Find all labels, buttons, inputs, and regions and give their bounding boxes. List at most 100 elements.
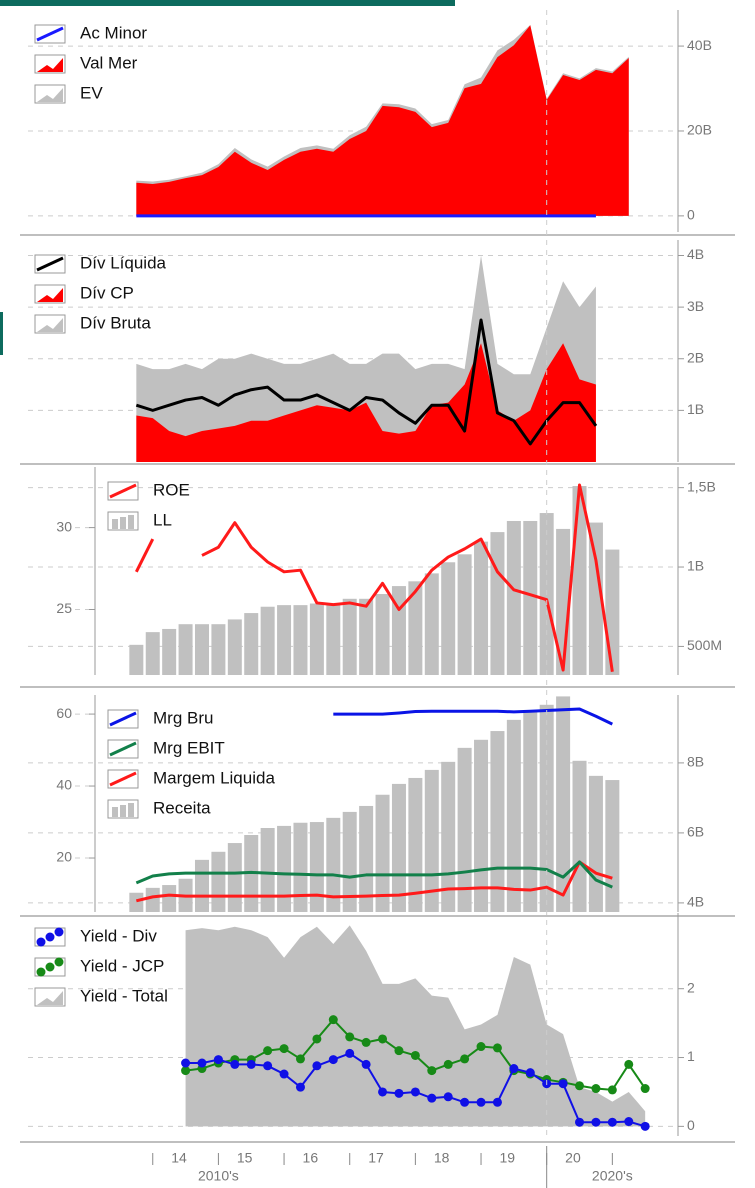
legend-icon <box>45 962 55 972</box>
bar <box>605 780 620 912</box>
bar <box>391 783 406 912</box>
y2-tick-label: 1 <box>687 1048 695 1064</box>
bar <box>260 606 275 675</box>
dot <box>591 1084 601 1094</box>
bar <box>211 624 226 675</box>
x-tick-label: 15 <box>237 1150 253 1166</box>
legend-label: Yield - Total <box>80 986 168 1005</box>
dot <box>328 1015 338 1025</box>
bar <box>342 811 357 912</box>
bar <box>293 822 308 912</box>
bar <box>326 605 341 675</box>
bar <box>342 598 357 675</box>
line <box>201 483 614 672</box>
legend-icon <box>54 927 64 937</box>
legend-icon <box>36 937 46 947</box>
y2-tick-label: 4B <box>687 246 704 262</box>
bar <box>178 624 193 675</box>
dot <box>640 1121 650 1131</box>
dot <box>246 1059 256 1069</box>
x-tick-label: 18 <box>434 1150 450 1166</box>
dot <box>394 1088 404 1098</box>
y2-tick-label: 500M <box>687 637 722 653</box>
y2-tick-label: 1B <box>687 558 704 574</box>
bar <box>162 628 177 675</box>
bar <box>359 805 374 912</box>
dot <box>607 1085 617 1095</box>
bar <box>474 541 489 675</box>
bar <box>293 605 308 675</box>
bar <box>359 598 374 675</box>
y2-tick-label: 8B <box>687 754 704 770</box>
bar <box>539 704 554 912</box>
dot <box>427 1093 437 1103</box>
dot <box>230 1059 240 1069</box>
dot <box>607 1117 617 1127</box>
legend-icon <box>37 991 63 1005</box>
x-tick-label: 20 <box>565 1150 581 1166</box>
bar <box>145 632 160 675</box>
dot <box>279 1044 289 1054</box>
bar <box>309 822 324 912</box>
dot <box>394 1046 404 1056</box>
bar <box>572 760 587 912</box>
dot <box>328 1055 338 1065</box>
legend-icon <box>109 711 137 727</box>
dot <box>525 1068 535 1078</box>
side-marker <box>0 312 3 355</box>
legend-icon <box>120 805 126 817</box>
legend-label: Ac Minor <box>80 23 147 42</box>
bar <box>227 619 242 675</box>
bar <box>408 581 423 675</box>
legend-label: Mrg EBIT <box>153 738 225 757</box>
y2-tick-label: 6B <box>687 824 704 840</box>
dot <box>591 1117 601 1127</box>
legend-label: EV <box>80 83 103 102</box>
y2-tick-label: 2B <box>687 349 704 365</box>
legend-label: Receita <box>153 798 211 817</box>
dot <box>263 1061 273 1071</box>
bar <box>506 719 521 912</box>
dot <box>361 1059 371 1069</box>
dot <box>378 1034 388 1044</box>
legend-icon <box>112 519 118 529</box>
bar <box>523 520 538 675</box>
legend-label: Dív Bruta <box>80 313 151 332</box>
legend-icon <box>54 957 64 967</box>
bar <box>277 605 292 675</box>
bar <box>194 859 209 912</box>
bar <box>457 554 472 675</box>
dot <box>575 1081 585 1091</box>
bar <box>441 562 456 675</box>
legend-label: Dív Líquida <box>80 253 167 272</box>
bar <box>523 711 538 912</box>
dot <box>410 1050 420 1060</box>
y2-tick-label: 20B <box>687 122 712 138</box>
dot <box>295 1054 305 1064</box>
y-tick-label: 30 <box>56 518 72 534</box>
bar <box>556 696 571 912</box>
bar <box>605 549 620 675</box>
legend-icon <box>37 318 63 332</box>
bar <box>244 613 259 675</box>
dot <box>427 1066 437 1076</box>
y2-tick-label: 1B <box>687 401 704 417</box>
legend-label: LL <box>153 510 172 529</box>
y2-tick-label: 4B <box>687 894 704 910</box>
dot <box>640 1084 650 1094</box>
legend-icon <box>36 26 64 42</box>
bar <box>145 887 160 912</box>
bar <box>424 769 439 912</box>
dot <box>181 1066 191 1076</box>
y2-tick-label: 40B <box>687 37 712 53</box>
legend-icon <box>37 88 63 102</box>
legend-icon <box>109 741 137 757</box>
dot <box>624 1117 634 1127</box>
legend-label: ROE <box>153 480 190 499</box>
dot <box>509 1064 519 1074</box>
legend-label: Margem Liquida <box>153 768 275 787</box>
y-tick-label: 40 <box>56 777 72 793</box>
bar <box>129 892 144 912</box>
